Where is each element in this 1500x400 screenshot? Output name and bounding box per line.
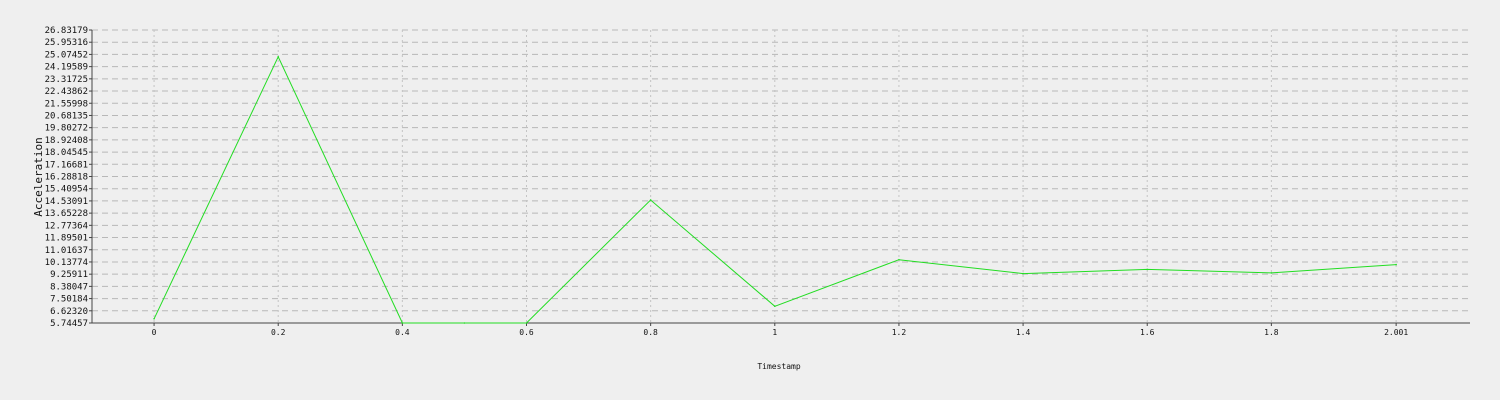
- data-point: [649, 199, 652, 201]
- y-axis-label: Acceleration: [32, 137, 45, 216]
- x-tick-label: 1.8: [1264, 328, 1279, 337]
- data-point: [463, 322, 466, 324]
- data-point: [898, 258, 900, 261]
- y-tick-label: 15.40954: [45, 185, 88, 195]
- y-tick-label: 7.50184: [50, 295, 88, 305]
- y-tick-label: 5.74457: [50, 319, 88, 329]
- y-tick-label: 10.13774: [45, 258, 88, 268]
- data-point: [401, 322, 404, 324]
- y-tick-label: 11.01637: [45, 246, 88, 256]
- y-tick-label: 19.80272: [45, 124, 88, 134]
- x-gridlines: [153, 30, 1397, 323]
- y-tick-label: 6.62320: [50, 307, 88, 317]
- y-tick-label: 25.07452: [45, 50, 88, 60]
- y-tick-label: 16.28818: [45, 173, 88, 183]
- x-tick-label: 1: [772, 328, 777, 337]
- data-point: [1395, 263, 1397, 266]
- x-tick-labels: 0 0.2 0.4 0.6 0.8 1 1.2 1.4 1.6 1.8 2.001: [152, 323, 1408, 337]
- data-point: [277, 56, 280, 58]
- plot-area: [92, 30, 1470, 323]
- x-tick-label: 0.2: [271, 328, 286, 337]
- y-tick-label: 22.43862: [45, 87, 88, 97]
- data-point: [773, 305, 776, 308]
- data-point: [525, 322, 528, 324]
- x-tick-label: 1.6: [1140, 328, 1155, 337]
- x-tick-label: 0.8: [643, 328, 658, 337]
- y-tick-label: 14.53091: [45, 197, 88, 207]
- y-tick-label: 9.25911: [50, 270, 88, 280]
- y-tick-label: 24.19589: [45, 63, 88, 73]
- y-tick-label: 18.04545: [45, 148, 88, 158]
- data-point: [153, 317, 155, 320]
- series-line: [153, 55, 1397, 324]
- x-tick-label: 1.4: [1016, 328, 1031, 337]
- x-tick-label: 0.6: [519, 328, 534, 337]
- y-tick-label: 12.77364: [45, 221, 88, 231]
- y-tick-label: 26.83179: [45, 26, 88, 36]
- x-tick-label: 0: [152, 328, 157, 337]
- x-tick-label: 1.2: [892, 328, 907, 337]
- data-point: [1022, 272, 1024, 275]
- data-point: [1270, 272, 1273, 274]
- y-tick-label: 18.92408: [45, 136, 88, 146]
- y-tick-label: 8.38047: [50, 282, 88, 292]
- x-tick-label: 2.001: [1384, 328, 1408, 337]
- y-tick-label: 11.89501: [45, 234, 88, 244]
- y-tick-labels: 5.74457 6.62320 7.50184 8.38047 9.25911 10.13…: [45, 26, 92, 329]
- series-lines: [153, 55, 1397, 324]
- y-tick-label: 25.95316: [45, 38, 88, 48]
- y-tick-label: 23.31725: [45, 75, 88, 85]
- y-tick-label: 17.16681: [45, 160, 88, 170]
- y-tick-label: 20.68135: [45, 111, 88, 121]
- data-point: [1146, 268, 1149, 271]
- x-axis-label: Timestamp: [757, 362, 801, 371]
- y-tick-label: 21.55998: [45, 99, 88, 109]
- y-tick-label: 13.65228: [45, 209, 88, 219]
- x-tick-label: 0.4: [395, 328, 410, 337]
